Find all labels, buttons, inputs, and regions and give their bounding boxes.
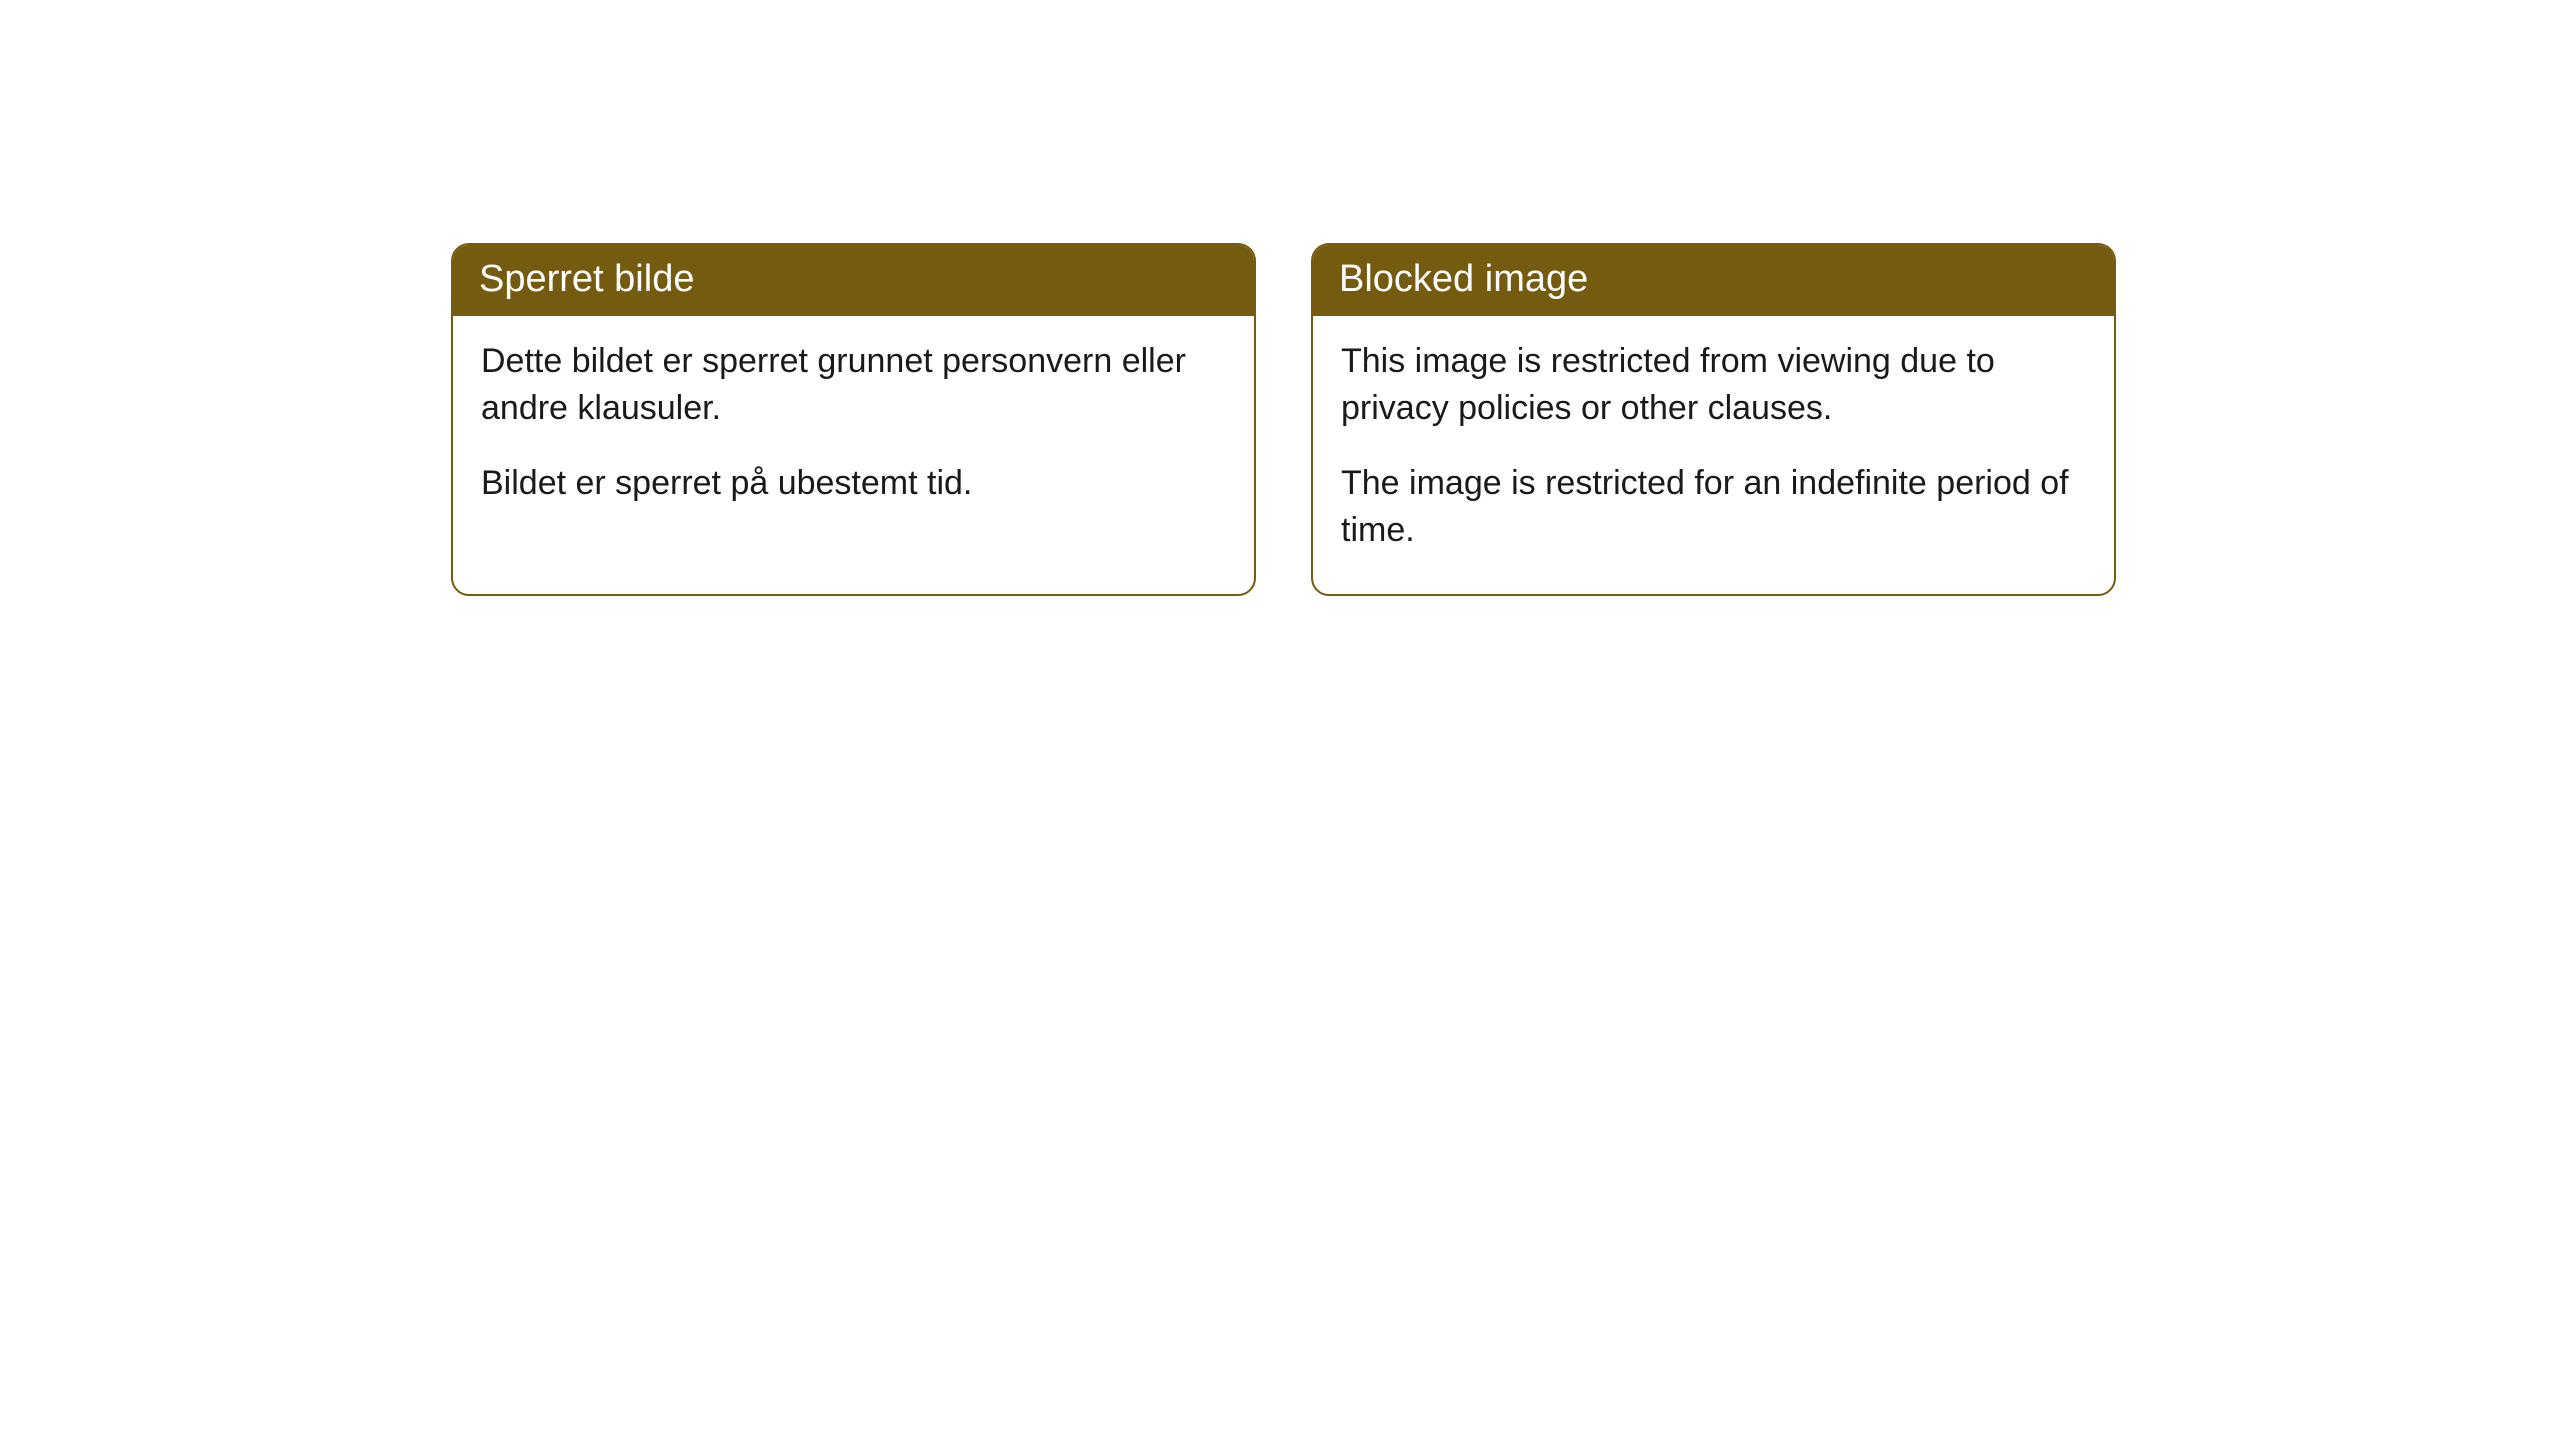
cards-container: Sperret bilde Dette bildet er sperret gr… — [451, 243, 2116, 596]
card-header-norwegian: Sperret bilde — [453, 245, 1254, 316]
card-paragraph-1-english: This image is restricted from viewing du… — [1341, 338, 2086, 432]
card-paragraph-2-norwegian: Bildet er sperret på ubestemt tid. — [481, 460, 1226, 507]
card-paragraph-1-norwegian: Dette bildet er sperret grunnet personve… — [481, 338, 1226, 432]
card-header-english: Blocked image — [1313, 245, 2114, 316]
card-body-norwegian: Dette bildet er sperret grunnet personve… — [453, 316, 1254, 547]
blocked-image-card-norwegian: Sperret bilde Dette bildet er sperret gr… — [451, 243, 1256, 596]
blocked-image-card-english: Blocked image This image is restricted f… — [1311, 243, 2116, 596]
card-body-english: This image is restricted from viewing du… — [1313, 316, 2114, 594]
card-paragraph-2-english: The image is restricted for an indefinit… — [1341, 460, 2086, 554]
